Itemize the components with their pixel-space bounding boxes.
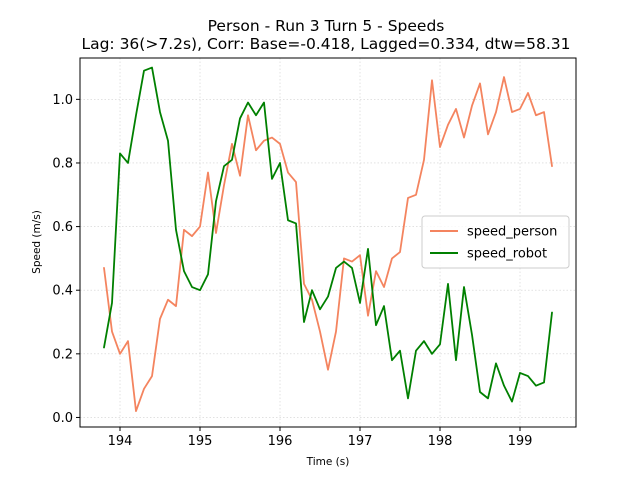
- x-tick-label: 197: [348, 434, 373, 449]
- y-tick-label: 1.0: [52, 93, 73, 108]
- chart-title-line-2: Lag: 36(>7.2s), Corr: Base=-0.418, Lagge…: [81, 35, 570, 53]
- series-lines: [103, 66, 553, 412]
- y-axis: 0.0 0.2 0.4 0.6 0.8 1.0: [52, 93, 80, 426]
- x-tick-label: 195: [188, 434, 213, 449]
- series-line-speed-person: [103, 76, 553, 412]
- series-line-speed-robot: [103, 66, 553, 403]
- y-axis-label: Speed (m/s): [31, 210, 43, 274]
- legend-label-speed-person: speed_person: [467, 225, 557, 240]
- y-tick-label: 0.0: [52, 411, 73, 426]
- y-tick-label: 0.4: [52, 284, 73, 299]
- x-tick-label: 196: [268, 434, 293, 449]
- x-axis: 194 195 196 197 198 199: [108, 427, 533, 449]
- x-tick-label: 199: [508, 434, 533, 449]
- legend-frame: [421, 215, 570, 269]
- x-tick-label: 194: [108, 434, 133, 449]
- y-tick-label: 0.2: [52, 347, 73, 362]
- legend: speed_person speed_robot: [421, 215, 570, 269]
- x-axis-label: Time (s): [306, 456, 350, 468]
- plot-area-frame: [79, 57, 577, 428]
- x-tick-label: 198: [428, 434, 453, 449]
- legend-label-speed-robot: speed_robot: [467, 247, 547, 262]
- y-tick-label: 0.6: [52, 220, 73, 235]
- chart-title-line-1: Person - Run 3 Turn 5 - Speeds: [208, 17, 445, 35]
- y-tick-label: 0.8: [52, 156, 73, 171]
